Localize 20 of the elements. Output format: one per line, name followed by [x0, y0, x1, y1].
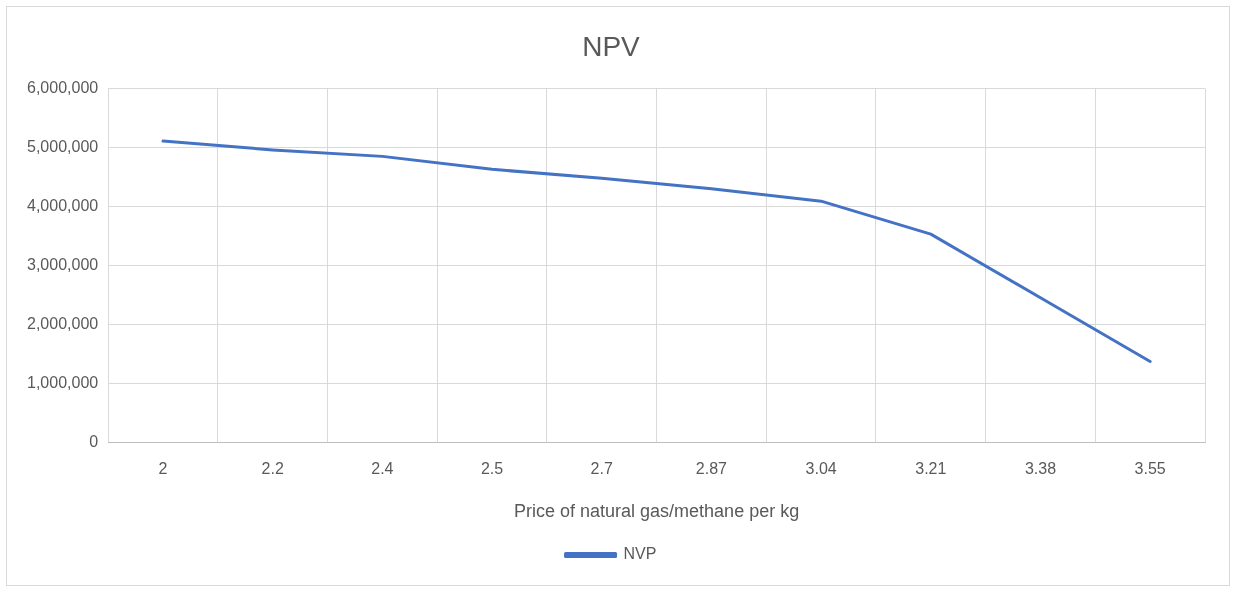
x-tick-label: 2.87: [695, 460, 728, 478]
y-tick-label: 6,000,000: [26, 79, 99, 97]
y-tick-label: 2,000,000: [26, 314, 99, 332]
x-tick-label: 3.55: [1134, 460, 1166, 478]
x-tick-label: 3.38: [1024, 460, 1057, 478]
x-tick-label: 2.7: [590, 460, 613, 478]
y-tick-label: 0: [89, 432, 99, 450]
y-tick-label: 5,000,000: [26, 137, 99, 155]
y-tick-label: 4,000,000: [26, 196, 99, 214]
x-tick-label: 3.04: [805, 460, 837, 478]
chart-title: NPV: [582, 30, 641, 62]
x-tick-label: 2.4: [371, 460, 394, 478]
y-tick-label: 1,000,000: [26, 373, 99, 391]
x-tick-label: 2: [158, 460, 168, 478]
y-tick-label: 3,000,000: [26, 255, 99, 273]
x-tick-label: 3.21: [915, 460, 947, 478]
x-tick-label: 2.5: [480, 460, 504, 478]
x-axis-title: Price of natural gas/methane per kg: [514, 501, 800, 522]
x-tick-label: 2.2: [261, 460, 284, 478]
legend-label: NVP: [623, 545, 657, 563]
